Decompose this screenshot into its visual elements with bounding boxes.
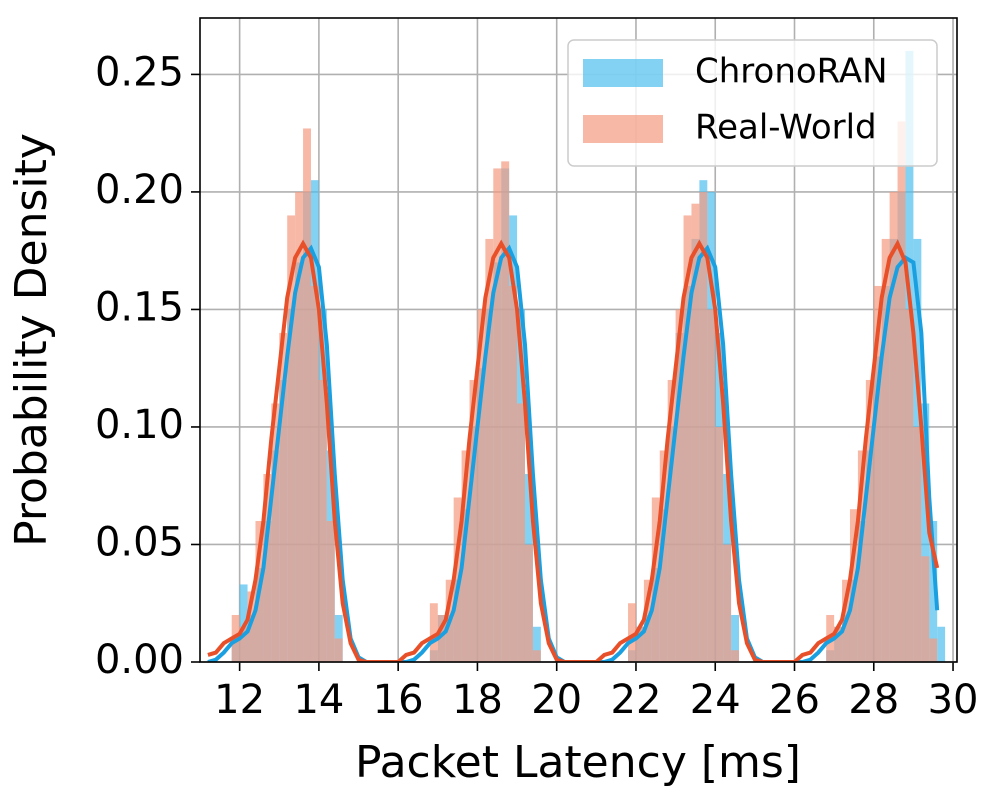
histogram-bar (921, 556, 930, 662)
x-axis-label: Packet Latency [ms] (355, 737, 801, 788)
histogram-bar (707, 309, 716, 662)
x-tick-label: 30 (928, 677, 979, 723)
histogram-bar (429, 603, 438, 662)
histogram-bar (326, 520, 335, 662)
histogram-bar (493, 168, 502, 662)
histogram-bar (683, 215, 692, 662)
histogram-bar (485, 238, 494, 662)
histogram-bar (517, 403, 525, 662)
histogram-bar (469, 379, 478, 662)
histogram-bar (231, 614, 240, 662)
histogram-bar (532, 626, 541, 662)
x-tick-label: 18 (452, 677, 503, 723)
histogram-bar (731, 614, 740, 662)
histogram-bar (929, 638, 938, 662)
histogram-bar (826, 614, 835, 662)
kde-line (207, 239, 940, 662)
histogram-bar (897, 121, 906, 662)
histogram-bar (247, 591, 256, 662)
histogram-bar (532, 650, 541, 662)
histogram-bar (699, 191, 708, 662)
histogram-bar (675, 309, 684, 662)
y-tick-label: 0.25 (95, 49, 184, 95)
x-tick-label: 28 (848, 677, 899, 723)
plot-area (207, 50, 946, 662)
histogram-bar (263, 473, 272, 662)
histogram-bar (477, 309, 486, 662)
histogram-bar (659, 450, 668, 662)
y-tick-label: 0.10 (95, 402, 184, 448)
histogram-bar (889, 191, 898, 662)
histogram-bar (437, 614, 446, 662)
histogram-bar (937, 626, 946, 662)
histogram-bar (271, 403, 280, 662)
x-tick-label: 22 (611, 677, 662, 723)
histogram-bar (334, 638, 343, 662)
kde-line (207, 244, 940, 662)
histogram-bar (731, 650, 740, 662)
histogram-bar (913, 426, 922, 662)
y-axis-label: Probability Density (6, 133, 57, 547)
histogram-bar (881, 238, 890, 662)
y-tick-label: 0.00 (95, 637, 184, 683)
histogram-bar (303, 128, 311, 662)
histogram-bar (461, 450, 470, 662)
histogram-bar (501, 161, 510, 662)
histogram-bar (295, 191, 304, 662)
legend-label: Real-World (695, 108, 877, 148)
histogram-bar (691, 203, 700, 662)
histogram-bar (628, 603, 636, 662)
histogram-bar (723, 544, 732, 662)
histogram-bar (524, 544, 533, 662)
histogram-bar (865, 379, 874, 662)
histogram-bar (509, 285, 518, 662)
y-tick-label: 0.15 (95, 284, 184, 330)
histogram-bar (239, 626, 248, 662)
y-tick-label: 0.05 (95, 519, 184, 565)
y-tick-label: 0.20 (95, 167, 184, 213)
x-tick-label: 12 (214, 677, 265, 723)
x-tick-label: 20 (531, 677, 582, 723)
histogram-bar (905, 309, 914, 662)
histogram-bar (667, 379, 676, 662)
histogram-bar (929, 520, 938, 662)
histogram-bar (715, 426, 724, 662)
x-tick-label: 26 (769, 677, 820, 723)
x-tick-label: 16 (373, 677, 424, 723)
histogram-bar (921, 403, 930, 662)
histogram-bar (310, 285, 319, 662)
histogram-bar (857, 450, 866, 662)
histogram-bar (279, 332, 288, 662)
axes-frame (199, 17, 958, 663)
legend-swatch (583, 59, 663, 87)
histogram-bar (318, 379, 327, 662)
histogram-bar (873, 285, 882, 662)
legend-label: ChronoRAN (695, 52, 888, 92)
x-tick-label: 24 (690, 677, 741, 723)
histogram-bar (287, 215, 296, 662)
legend-swatch (583, 115, 663, 143)
histogram-bar (635, 626, 644, 662)
histogram-bar (834, 626, 843, 662)
x-tick-label: 14 (293, 677, 344, 723)
